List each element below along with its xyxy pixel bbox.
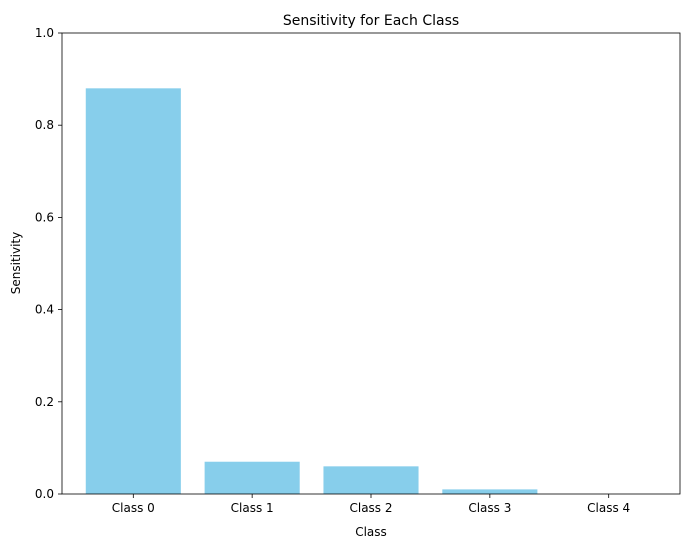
bars-group [85,88,538,494]
y-tick-label: 0.4 [35,303,54,317]
x-tick-label: Class 2 [349,501,392,515]
x-axis-label: Class [355,525,387,539]
x-tick-label: Class 1 [231,501,274,515]
y-tick-label: 0.8 [35,118,54,132]
bar-class-3 [442,489,538,494]
x-tick-label: Class 4 [587,501,630,515]
y-tick-label: 1.0 [35,26,54,40]
x-tick-label: Class 0 [112,501,155,515]
y-tick-label: 0.2 [35,395,54,409]
bar-class-0 [85,88,181,494]
chart-title: Sensitivity for Each Class [283,13,459,29]
y-tick-label: 0.0 [35,487,54,501]
bar-class-1 [204,461,300,494]
y-axis-label: Sensitivity [9,232,23,294]
y-tick-label: 0.6 [35,210,54,224]
ticks-group: Class 0 Class 1 Class 2 Class 3 Class 4 0.0 0.… [35,26,630,515]
x-tick-label: Class 3 [468,501,511,515]
bar-class-2 [323,466,419,494]
